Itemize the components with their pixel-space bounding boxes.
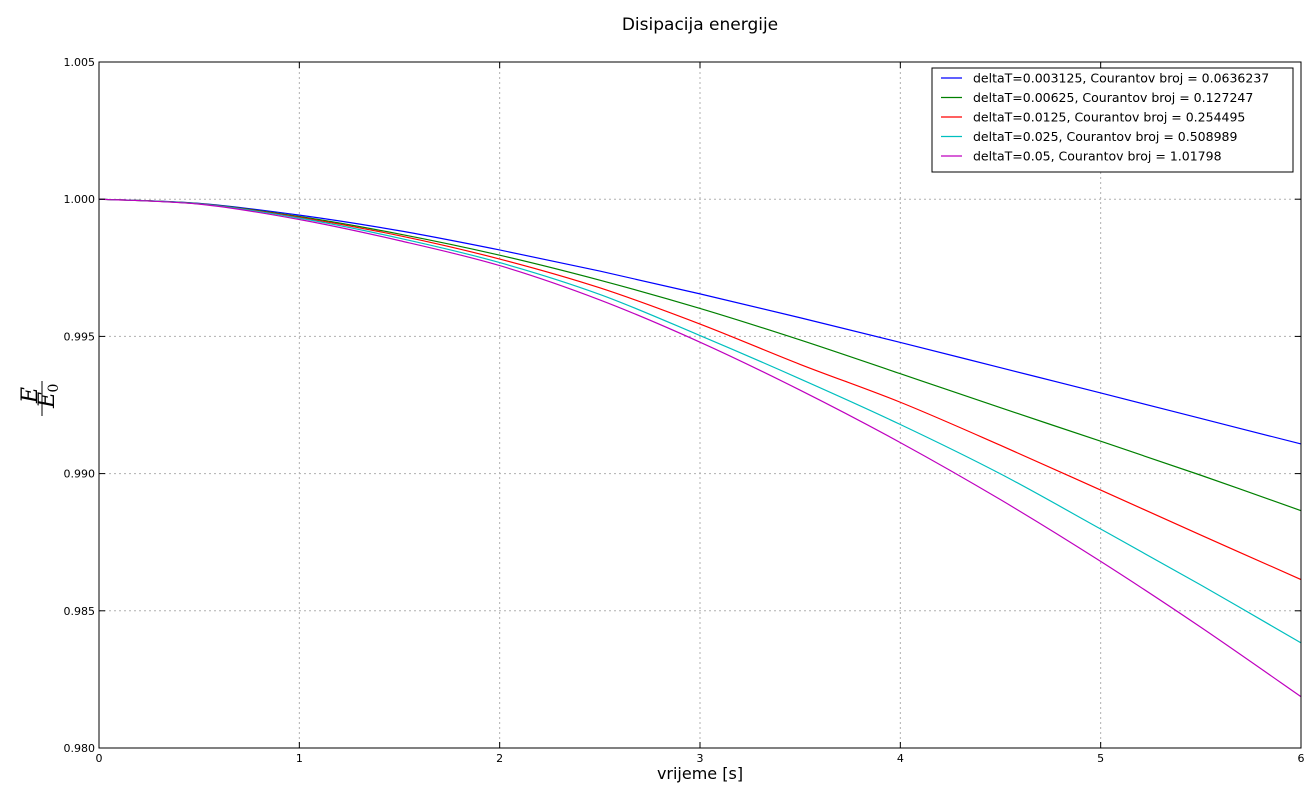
legend-label-4: deltaT=0.025, Courantov broj = 0.508989 <box>973 129 1237 144</box>
legend-label-5: deltaT=0.05, Courantov broj = 1.01798 <box>973 149 1222 164</box>
y-label-denominator: E <box>35 392 60 409</box>
y-label-numerator: E <box>18 387 43 404</box>
y-tick-label: 0.980 <box>64 742 96 755</box>
x-tick-label: 4 <box>897 752 904 765</box>
x-tick-label: 1 <box>296 752 303 765</box>
x-tick-label: 2 <box>496 752 503 765</box>
axis-ticks: 0 1 2 3 4 5 6 0.980 0.985 0.990 0.995 1.000 1.005 <box>64 56 1305 765</box>
y-tick-label: 0.990 <box>64 468 96 481</box>
legend-label-2: deltaT=0.00625, Courantov broj = 0.12724… <box>973 90 1253 105</box>
series-line-1 <box>98 198 1302 445</box>
x-axis-label: vrijeme [s] <box>657 764 743 783</box>
y-tick-label: 0.985 <box>64 605 96 618</box>
series-line-3 <box>98 198 1302 581</box>
grid <box>99 62 1301 748</box>
x-tick-label: 0 <box>96 752 103 765</box>
x-tick-label: 5 <box>1097 752 1104 765</box>
legend-label-1: deltaT=0.003125, Courantov broj = 0.0636… <box>973 71 1269 86</box>
y-tick-label: 0.995 <box>64 330 96 343</box>
y-tick-label: 1.000 <box>64 193 96 206</box>
legend-box <box>931 67 1294 173</box>
y-label-subscript: 0 <box>46 384 62 393</box>
legend-label-3: deltaT=0.0125, Courantov broj = 0.254495 <box>973 110 1245 125</box>
series-lines <box>98 198 1302 698</box>
y-tick-label: 1.005 <box>64 56 96 69</box>
y-axis-label: E E 0 <box>18 381 62 416</box>
legend: deltaT=0.003125, Courantov broj = 0.0636… <box>931 67 1294 173</box>
x-tick-label: 3 <box>697 752 704 765</box>
series-line-2 <box>98 198 1302 512</box>
series-line-4 <box>98 198 1302 644</box>
x-tick-label: 6 <box>1298 752 1305 765</box>
series-line-5 <box>98 198 1302 698</box>
chart-title: Disipacija energije <box>622 15 778 35</box>
